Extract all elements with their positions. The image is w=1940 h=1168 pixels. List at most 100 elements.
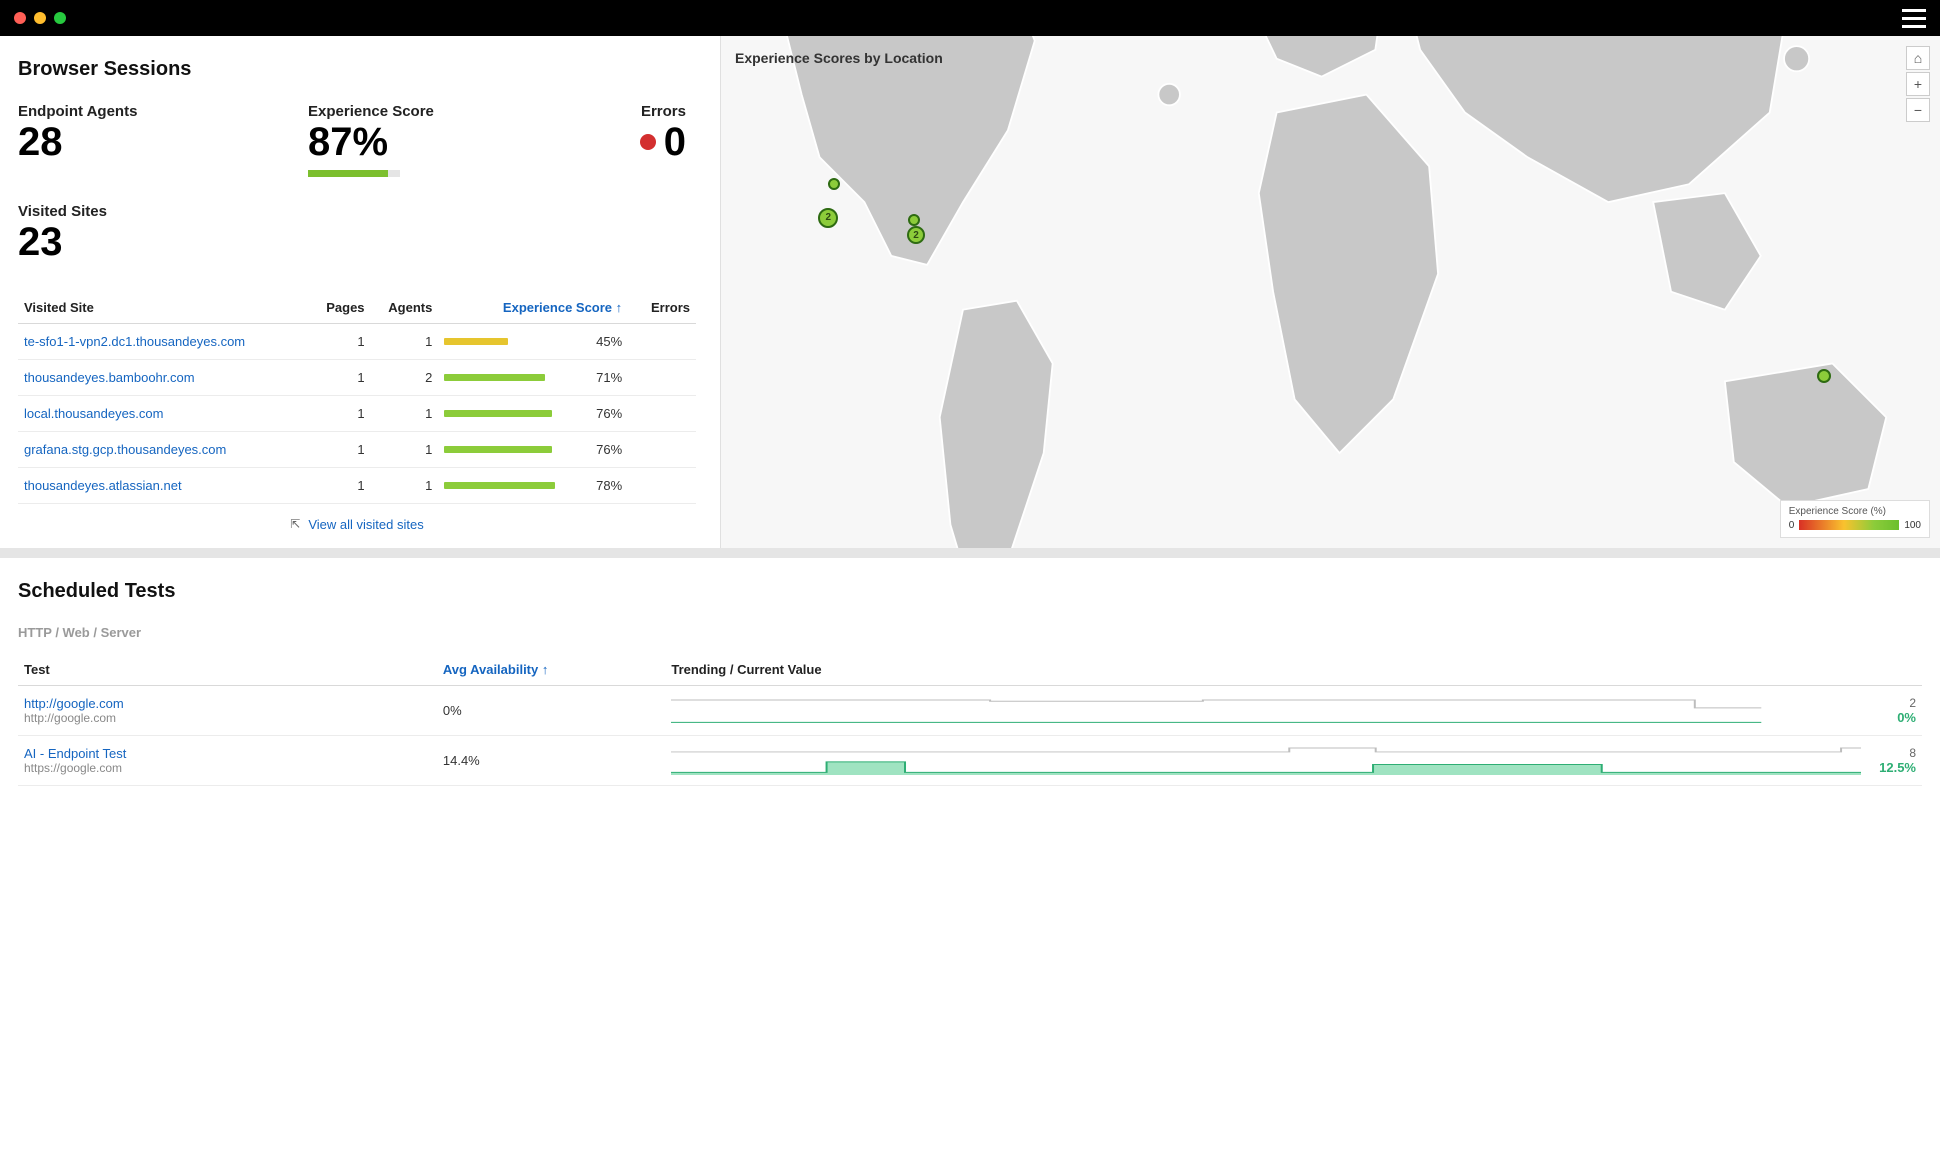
- pages-cell: 1: [303, 432, 371, 468]
- legend-min: 0: [1789, 520, 1795, 531]
- test-link[interactable]: AI - Endpoint Test: [24, 746, 431, 761]
- score-cell: 76%: [438, 432, 628, 468]
- visited-sites-table: Visited Site Pages Agents Experience Sco…: [18, 292, 696, 504]
- browser-sessions-title: Browser Sessions: [18, 58, 696, 81]
- map-title: Experience Scores by Location: [735, 50, 943, 66]
- view-all-row: ⇱ View all visited sites: [18, 504, 696, 532]
- col-visited-site[interactable]: Visited Site: [18, 292, 303, 324]
- avg-availability-cell: 0%: [437, 685, 665, 735]
- test-suburl: http://google.com: [24, 711, 431, 725]
- errors-cell: [628, 324, 696, 360]
- map-location-marker[interactable]: 2: [818, 208, 838, 228]
- titlebar: [0, 0, 1940, 36]
- legend-gradient: [1799, 520, 1899, 530]
- site-link[interactable]: te-sfo1-1-vpn2.dc1.thousandeyes.com: [24, 334, 245, 349]
- maximize-window-button[interactable]: [54, 12, 66, 24]
- col-experience-score[interactable]: Experience Score ↑: [438, 292, 628, 324]
- errors-cell: [628, 360, 696, 396]
- table-row: grafana.stg.gcp.thousandeyes.com1176%: [18, 432, 696, 468]
- stat-label: Errors: [588, 103, 686, 120]
- map-panel: Experience Scores by Location ⌂ + −: [720, 36, 1940, 548]
- pages-cell: 1: [303, 360, 371, 396]
- col-avg-availability[interactable]: Avg Availability ↑: [437, 654, 665, 686]
- agents-cell: 1: [371, 468, 439, 504]
- map-location-marker[interactable]: [908, 214, 920, 226]
- spark-top-value: 8: [1909, 746, 1916, 760]
- tests-subhead: HTTP / Web / Server: [18, 625, 1922, 640]
- legend-max: 100: [1904, 520, 1921, 531]
- table-row: thousandeyes.atlassian.net1178%: [18, 468, 696, 504]
- col-agents[interactable]: Agents: [371, 292, 439, 324]
- stat-value: 28: [18, 122, 308, 162]
- spark-current-value: 12.5%: [1879, 760, 1916, 775]
- top-section: Browser Sessions Endpoint Agents 28 Expe…: [0, 36, 1940, 558]
- external-link-icon: ⇱: [290, 517, 300, 531]
- stat-errors: Errors 0: [588, 103, 696, 177]
- map-home-button[interactable]: ⌂: [1906, 46, 1930, 70]
- col-test[interactable]: Test: [18, 654, 437, 686]
- stat-value: 0: [664, 122, 686, 162]
- table-row: local.thousandeyes.com1176%: [18, 396, 696, 432]
- col-errors[interactable]: Errors: [628, 292, 696, 324]
- close-window-button[interactable]: [14, 12, 26, 24]
- score-cell: 76%: [438, 396, 628, 432]
- spark-top-value: 2: [1909, 696, 1916, 710]
- site-link[interactable]: thousandeyes.atlassian.net: [24, 478, 182, 493]
- scheduled-tests-panel: Scheduled Tests HTTP / Web / Server Test…: [0, 558, 1940, 816]
- score-cell: 45%: [438, 324, 628, 360]
- error-indicator-icon: [640, 134, 656, 150]
- col-trending[interactable]: Trending / Current Value: [665, 654, 1922, 686]
- world-map[interactable]: [721, 36, 1940, 548]
- stat-value: 23: [18, 222, 696, 262]
- site-link[interactable]: local.thousandeyes.com: [24, 406, 163, 421]
- map-zoom-out-button[interactable]: −: [1906, 98, 1930, 122]
- trending-cell: 812.5%: [665, 735, 1922, 785]
- stat-endpoint-agents: Endpoint Agents 28: [18, 103, 308, 177]
- agents-cell: 1: [371, 432, 439, 468]
- hamburger-menu-icon[interactable]: [1902, 9, 1926, 28]
- table-row: http://google.comhttp://google.com0%20%: [18, 685, 1922, 735]
- pages-cell: 1: [303, 396, 371, 432]
- browser-sessions-panel: Browser Sessions Endpoint Agents 28 Expe…: [0, 36, 720, 548]
- site-link[interactable]: grafana.stg.gcp.thousandeyes.com: [24, 442, 226, 457]
- test-suburl: https://google.com: [24, 761, 431, 775]
- test-name-cell: http://google.comhttp://google.com: [18, 685, 437, 735]
- spark-current-value: 0%: [1897, 710, 1916, 725]
- agents-cell: 1: [371, 324, 439, 360]
- scheduled-tests-title: Scheduled Tests: [18, 580, 1922, 603]
- stats-grid: Endpoint Agents 28 Experience Score 87% …: [18, 103, 696, 177]
- stat-value: 87%: [308, 122, 588, 162]
- map-zoom-in-button[interactable]: +: [1906, 72, 1930, 96]
- sort-arrow-icon: ↑: [542, 662, 549, 677]
- legend-title: Experience Score (%): [1789, 506, 1921, 517]
- pages-cell: 1: [303, 324, 371, 360]
- agents-cell: 1: [371, 396, 439, 432]
- errors-cell: [628, 432, 696, 468]
- errors-cell: [628, 396, 696, 432]
- sort-arrow-icon: ↑: [616, 300, 623, 315]
- table-row: thousandeyes.bamboohr.com 1271%: [18, 360, 696, 396]
- trending-cell: 20%: [665, 685, 1922, 735]
- map-legend: Experience Score (%) 0 100: [1780, 500, 1930, 538]
- score-cell: 71%: [438, 360, 628, 396]
- stat-visited-sites: Visited Sites 23: [18, 203, 696, 262]
- site-link[interactable]: thousandeyes.bamboohr.com: [24, 370, 195, 385]
- score-cell: 78%: [438, 468, 628, 504]
- avg-availability-cell: 14.4%: [437, 735, 665, 785]
- scheduled-tests-table: Test Avg Availability ↑ Trending / Curre…: [18, 654, 1922, 786]
- errors-cell: [628, 468, 696, 504]
- stat-label: Endpoint Agents: [18, 103, 308, 120]
- stat-label: Visited Sites: [18, 203, 696, 220]
- stat-experience-score: Experience Score 87%: [308, 103, 588, 177]
- test-link[interactable]: http://google.com: [24, 696, 431, 711]
- test-name-cell: AI - Endpoint Testhttps://google.com: [18, 735, 437, 785]
- pages-cell: 1: [303, 468, 371, 504]
- minimize-window-button[interactable]: [34, 12, 46, 24]
- experience-score-bar: [308, 170, 400, 177]
- stat-label: Experience Score: [308, 103, 588, 120]
- view-all-sites-link[interactable]: ⇱ View all visited sites: [290, 517, 423, 532]
- table-row: AI - Endpoint Testhttps://google.com14.4…: [18, 735, 1922, 785]
- col-pages[interactable]: Pages: [303, 292, 371, 324]
- table-row: te-sfo1-1-vpn2.dc1.thousandeyes.com1145%: [18, 324, 696, 360]
- agents-cell: 2: [371, 360, 439, 396]
